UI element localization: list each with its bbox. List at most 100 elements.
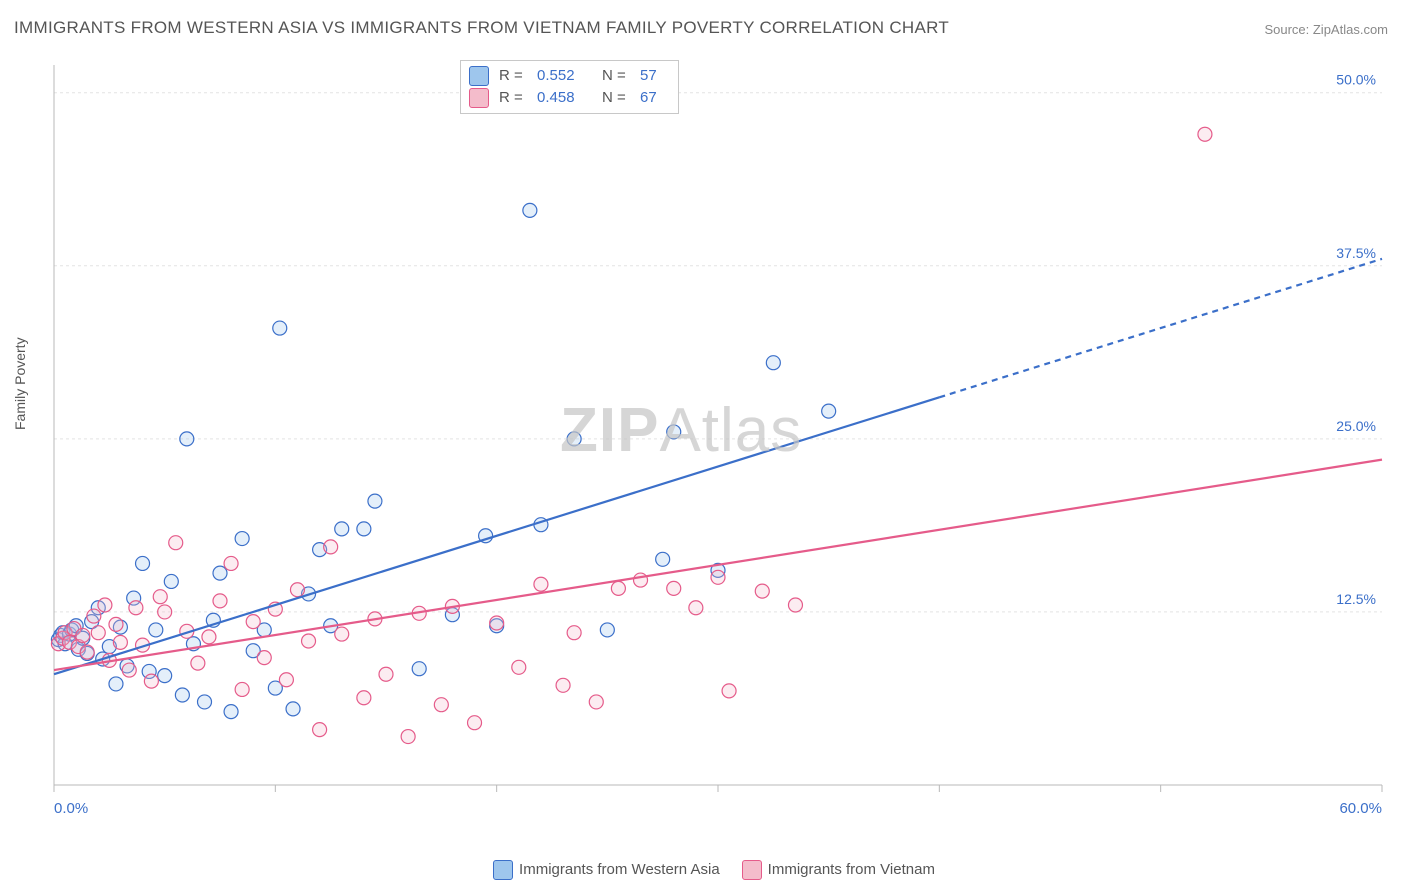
scatter-point — [224, 705, 238, 719]
legend-n-value: 67 — [640, 87, 670, 109]
scatter-point — [611, 581, 625, 595]
scatter-point — [191, 656, 205, 670]
scatter-point — [490, 616, 504, 630]
scatter-point — [149, 623, 163, 637]
scatter-point — [158, 669, 172, 683]
scatter-point — [667, 581, 681, 595]
scatter-point — [600, 623, 614, 637]
legend-n-label: N = — [602, 65, 630, 87]
scatter-point — [556, 678, 570, 692]
scatter-svg: 12.5%25.0%37.5%50.0%0.0%60.0% — [50, 55, 1386, 835]
scatter-point — [290, 583, 304, 597]
scatter-point — [246, 615, 260, 629]
chart-title: IMMIGRANTS FROM WESTERN ASIA VS IMMIGRAN… — [14, 18, 949, 38]
scatter-point — [589, 695, 603, 709]
scatter-point — [279, 673, 293, 687]
scatter-point — [136, 556, 150, 570]
scatter-point — [755, 584, 769, 598]
scatter-point — [313, 723, 327, 737]
scatter-point — [91, 626, 105, 640]
legend-row: R = 0.458 N = 67 — [469, 87, 670, 109]
scatter-point — [144, 674, 158, 688]
scatter-point — [567, 432, 581, 446]
legend-swatch — [469, 66, 489, 86]
series-legend: Immigrants from Western Asia Immigrants f… — [0, 860, 1406, 880]
legend-swatch — [469, 88, 489, 108]
scatter-point — [80, 645, 94, 659]
scatter-point — [788, 598, 802, 612]
scatter-point — [213, 566, 227, 580]
scatter-point — [286, 702, 300, 716]
scatter-point — [667, 425, 681, 439]
legend-r-label: R = — [499, 87, 527, 109]
scatter-point — [224, 556, 238, 570]
trend-line-extension — [939, 259, 1382, 397]
scatter-point — [523, 203, 537, 217]
x-axis-max-label: 60.0% — [1339, 800, 1382, 817]
scatter-point — [534, 577, 548, 591]
scatter-point — [689, 601, 703, 615]
scatter-point — [1198, 127, 1212, 141]
scatter-point — [129, 601, 143, 615]
legend-r-label: R = — [499, 65, 527, 87]
y-grid-label: 25.0% — [1336, 418, 1376, 434]
scatter-point — [766, 356, 780, 370]
scatter-point — [468, 716, 482, 730]
legend-r-value: 0.458 — [537, 87, 592, 109]
scatter-point — [512, 660, 526, 674]
y-grid-label: 37.5% — [1336, 245, 1376, 261]
legend-r-value: 0.552 — [537, 65, 592, 87]
y-grid-label: 50.0% — [1336, 72, 1376, 88]
x-axis-origin-label: 0.0% — [54, 800, 88, 817]
scatter-point — [567, 626, 581, 640]
scatter-point — [335, 627, 349, 641]
scatter-point — [175, 688, 189, 702]
scatter-point — [213, 594, 227, 608]
scatter-point — [324, 540, 338, 554]
scatter-point — [109, 677, 123, 691]
scatter-point — [357, 691, 371, 705]
scatter-point — [158, 605, 172, 619]
scatter-point — [656, 552, 670, 566]
scatter-point — [273, 321, 287, 335]
scatter-point — [335, 522, 349, 536]
legend-swatch — [742, 860, 762, 880]
correlation-legend: R = 0.552 N = 57 R = 0.458 N = 67 — [460, 60, 679, 114]
scatter-point — [122, 663, 136, 677]
legend-series-label: Immigrants from Vietnam — [768, 861, 935, 878]
scatter-point — [302, 634, 316, 648]
scatter-point — [202, 630, 216, 644]
scatter-point — [634, 573, 648, 587]
legend-swatch — [493, 860, 513, 880]
scatter-point — [401, 730, 415, 744]
scatter-point — [711, 570, 725, 584]
scatter-point — [257, 651, 271, 665]
scatter-point — [87, 609, 101, 623]
scatter-point — [153, 590, 167, 604]
scatter-point — [109, 617, 123, 631]
scatter-point — [235, 532, 249, 546]
scatter-point — [722, 684, 736, 698]
scatter-point — [198, 695, 212, 709]
scatter-point — [180, 432, 194, 446]
scatter-point — [169, 536, 183, 550]
scatter-point — [98, 598, 112, 612]
scatter-point — [113, 635, 127, 649]
chart-container: IMMIGRANTS FROM WESTERN ASIA VS IMMIGRAN… — [0, 0, 1406, 892]
legend-n-label: N = — [602, 87, 630, 109]
legend-row: R = 0.552 N = 57 — [469, 65, 670, 87]
scatter-point — [357, 522, 371, 536]
source-attribution: Source: ZipAtlas.com — [1264, 22, 1388, 37]
legend-series-label: Immigrants from Western Asia — [519, 861, 720, 878]
scatter-point — [164, 574, 178, 588]
scatter-point — [822, 404, 836, 418]
scatter-point — [434, 698, 448, 712]
scatter-point — [235, 682, 249, 696]
trend-line — [54, 460, 1382, 670]
scatter-point — [368, 494, 382, 508]
scatter-point — [379, 667, 393, 681]
scatter-point — [412, 662, 426, 676]
legend-n-value: 57 — [640, 65, 670, 87]
plot-area: 12.5%25.0%37.5%50.0%0.0%60.0% — [50, 55, 1386, 835]
scatter-point — [76, 628, 90, 642]
